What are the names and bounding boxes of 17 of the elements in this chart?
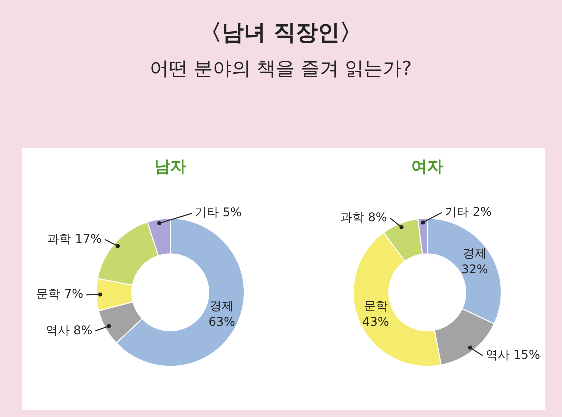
data-label: 43%: [362, 315, 390, 330]
chart-title: 남자: [154, 156, 186, 176]
slice-label: 역사 15%: [486, 348, 540, 362]
data-label: 32%: [462, 262, 488, 277]
slice-label: 기타 5%: [195, 206, 242, 220]
slice-label: 경제: [210, 299, 234, 314]
slice-label: 경제: [462, 246, 487, 261]
slice-label: 과학 8%: [340, 210, 388, 224]
slice-label: 역사 8%: [46, 323, 93, 338]
slice-label: 문학: [364, 299, 388, 314]
slice-label: 문학 7%: [36, 287, 84, 302]
text: 〈남녀 직장인〉: [199, 20, 363, 48]
chart-title: 여자: [412, 156, 444, 176]
data-label: 63%: [208, 315, 236, 330]
slice-label: 과학 17%: [47, 232, 102, 246]
slice-label: 기타 2%: [445, 204, 492, 219]
text: 어떤 분야의 책을 즐겨 읽는가?: [148, 57, 414, 82]
